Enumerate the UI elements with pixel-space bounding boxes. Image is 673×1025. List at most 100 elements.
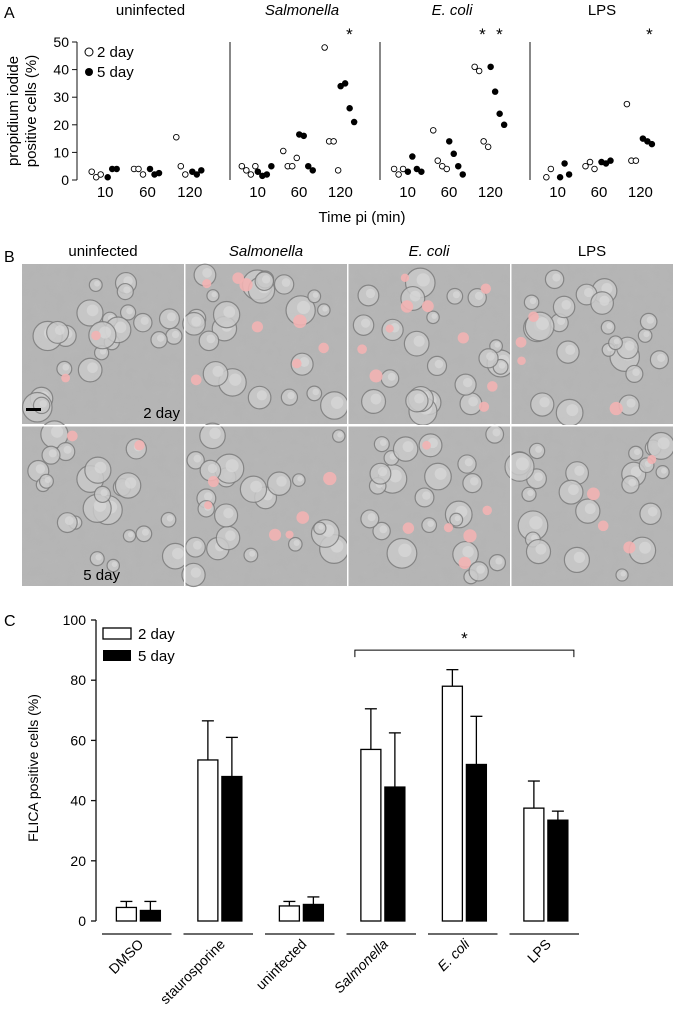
cell-highlight [98,326,112,339]
x-tick-label: 10 [399,184,416,201]
cell-highlight [377,466,388,477]
stained-nucleus [318,342,329,354]
cell-highlight [646,316,655,324]
stained-nucleus [369,369,383,383]
bar-2-day-salmonella [360,748,382,922]
point-5day-lps [556,173,564,181]
point-5day-e-coli [418,168,425,175]
panel-a-y-label-line1: propidium iodide [5,56,22,166]
subplot-title-uninfected: uninfected [116,2,185,19]
legend-5day-swatch [103,650,131,661]
panel-label-a: A [4,5,15,22]
cell-highlight [299,357,310,367]
cell-highlight [51,425,64,438]
panel-c-bar-chart: FLICA positive cells (%) 2 day 5 day 0 20… [25,612,579,1007]
point-5day-uninfected [104,173,111,181]
legend-2day-label: 2 day [138,626,175,643]
point-5day-uninfected [113,165,120,173]
panel-c-legend: 2 day 5 day [102,626,175,665]
cell-highlight [141,528,149,536]
subplot-title-lps: LPS [588,2,616,19]
category-label-uninfected: uninfected [253,936,310,993]
point-2day-e-coli [484,143,492,151]
stained-nucleus [66,430,78,442]
cell-highlight [312,292,319,298]
stained-nucleus [422,440,431,450]
scatter-subplot-lps: LPS 10 60 120 * [529,2,656,201]
cell-highlight [211,291,217,298]
cell-highlight [296,300,311,315]
bar-2-day-dmso [115,906,138,922]
cell-highlight [379,525,388,534]
stained-nucleus [285,530,294,539]
cell-highlight [535,543,547,555]
y-tick-label: 60 [70,732,86,748]
row-label-2-day: 2 day [143,405,180,422]
cell-highlight [229,373,242,386]
cell-highlight [225,459,239,473]
cell-highlight [207,463,218,474]
cell-highlight [431,313,438,319]
micrograph-salmonella-2-day [182,263,349,424]
cell-highlight [44,476,51,483]
point-2day-lps [547,165,555,173]
point-5day-e-coli [487,63,494,71]
cell-highlight [157,334,165,342]
cell-highlight [171,330,180,339]
micrograph-column-title-lps: LPS [578,243,606,260]
micrograph-lps-2-day [511,264,673,427]
category-label-lps: LPS [524,936,554,966]
cell-highlight [140,316,149,325]
stained-nucleus [463,529,477,543]
point-5day-e-coli [491,88,499,95]
cell-highlight [414,393,425,404]
point-2day-uninfected [88,168,95,175]
cell-highlight [48,449,57,458]
point-5day-e-coli [455,162,462,170]
cell-highlight [427,520,434,527]
cell-highlight [99,348,107,355]
cell-highlight [464,458,473,467]
micrograph-e-coli-5-day [348,424,510,586]
scatter-subplot-e-coli: E. coli 10 60 120 * * [379,2,508,201]
point-2day-salmonella [330,138,337,145]
cell-highlight [39,400,47,408]
cell-highlight [256,390,267,401]
cell-highlight [529,516,543,530]
point-5day-e-coli [409,153,416,160]
cell-highlight [330,396,344,409]
point-2day-salmonella [321,44,328,51]
stained-nucleus [91,330,101,341]
bar-5-day-uninfected [302,903,325,922]
cell-highlight [565,344,576,355]
cell-highlight [620,571,626,577]
point-2day-lps [586,158,594,166]
point-2day-lps [623,100,631,108]
stained-nucleus [385,324,394,333]
stained-nucleus [647,454,657,465]
point-2day-salmonella [252,162,259,170]
point-2day-salmonella [334,167,342,174]
y-tick-label: 0 [78,913,86,929]
cell-highlight [312,388,320,396]
cell-highlight [206,334,216,344]
stained-nucleus [443,523,454,533]
cell-highlight [601,282,613,295]
cell-highlight [613,338,620,345]
cell-highlight [462,377,473,388]
cell-highlight [114,321,127,334]
cell-highlight [454,515,461,522]
panel-a-y-label-line2: positive cells (%) [23,55,40,168]
micrograph-column-title-e-coli: E. coli [409,243,451,260]
x-tick-label: 10 [97,184,114,201]
cell-highlight [452,291,460,299]
category-label-staurosporine: staurosporine [157,936,228,1007]
cell-highlight [462,546,474,558]
cell-highlight [628,478,637,487]
legend-5day-label: 5 day [138,648,175,665]
legend-open-marker [84,47,94,57]
cell-highlight [527,489,534,497]
cell-highlight [62,363,70,371]
panel-a-scatter: propidium iodide positive cells (%) Time… [5,2,656,226]
